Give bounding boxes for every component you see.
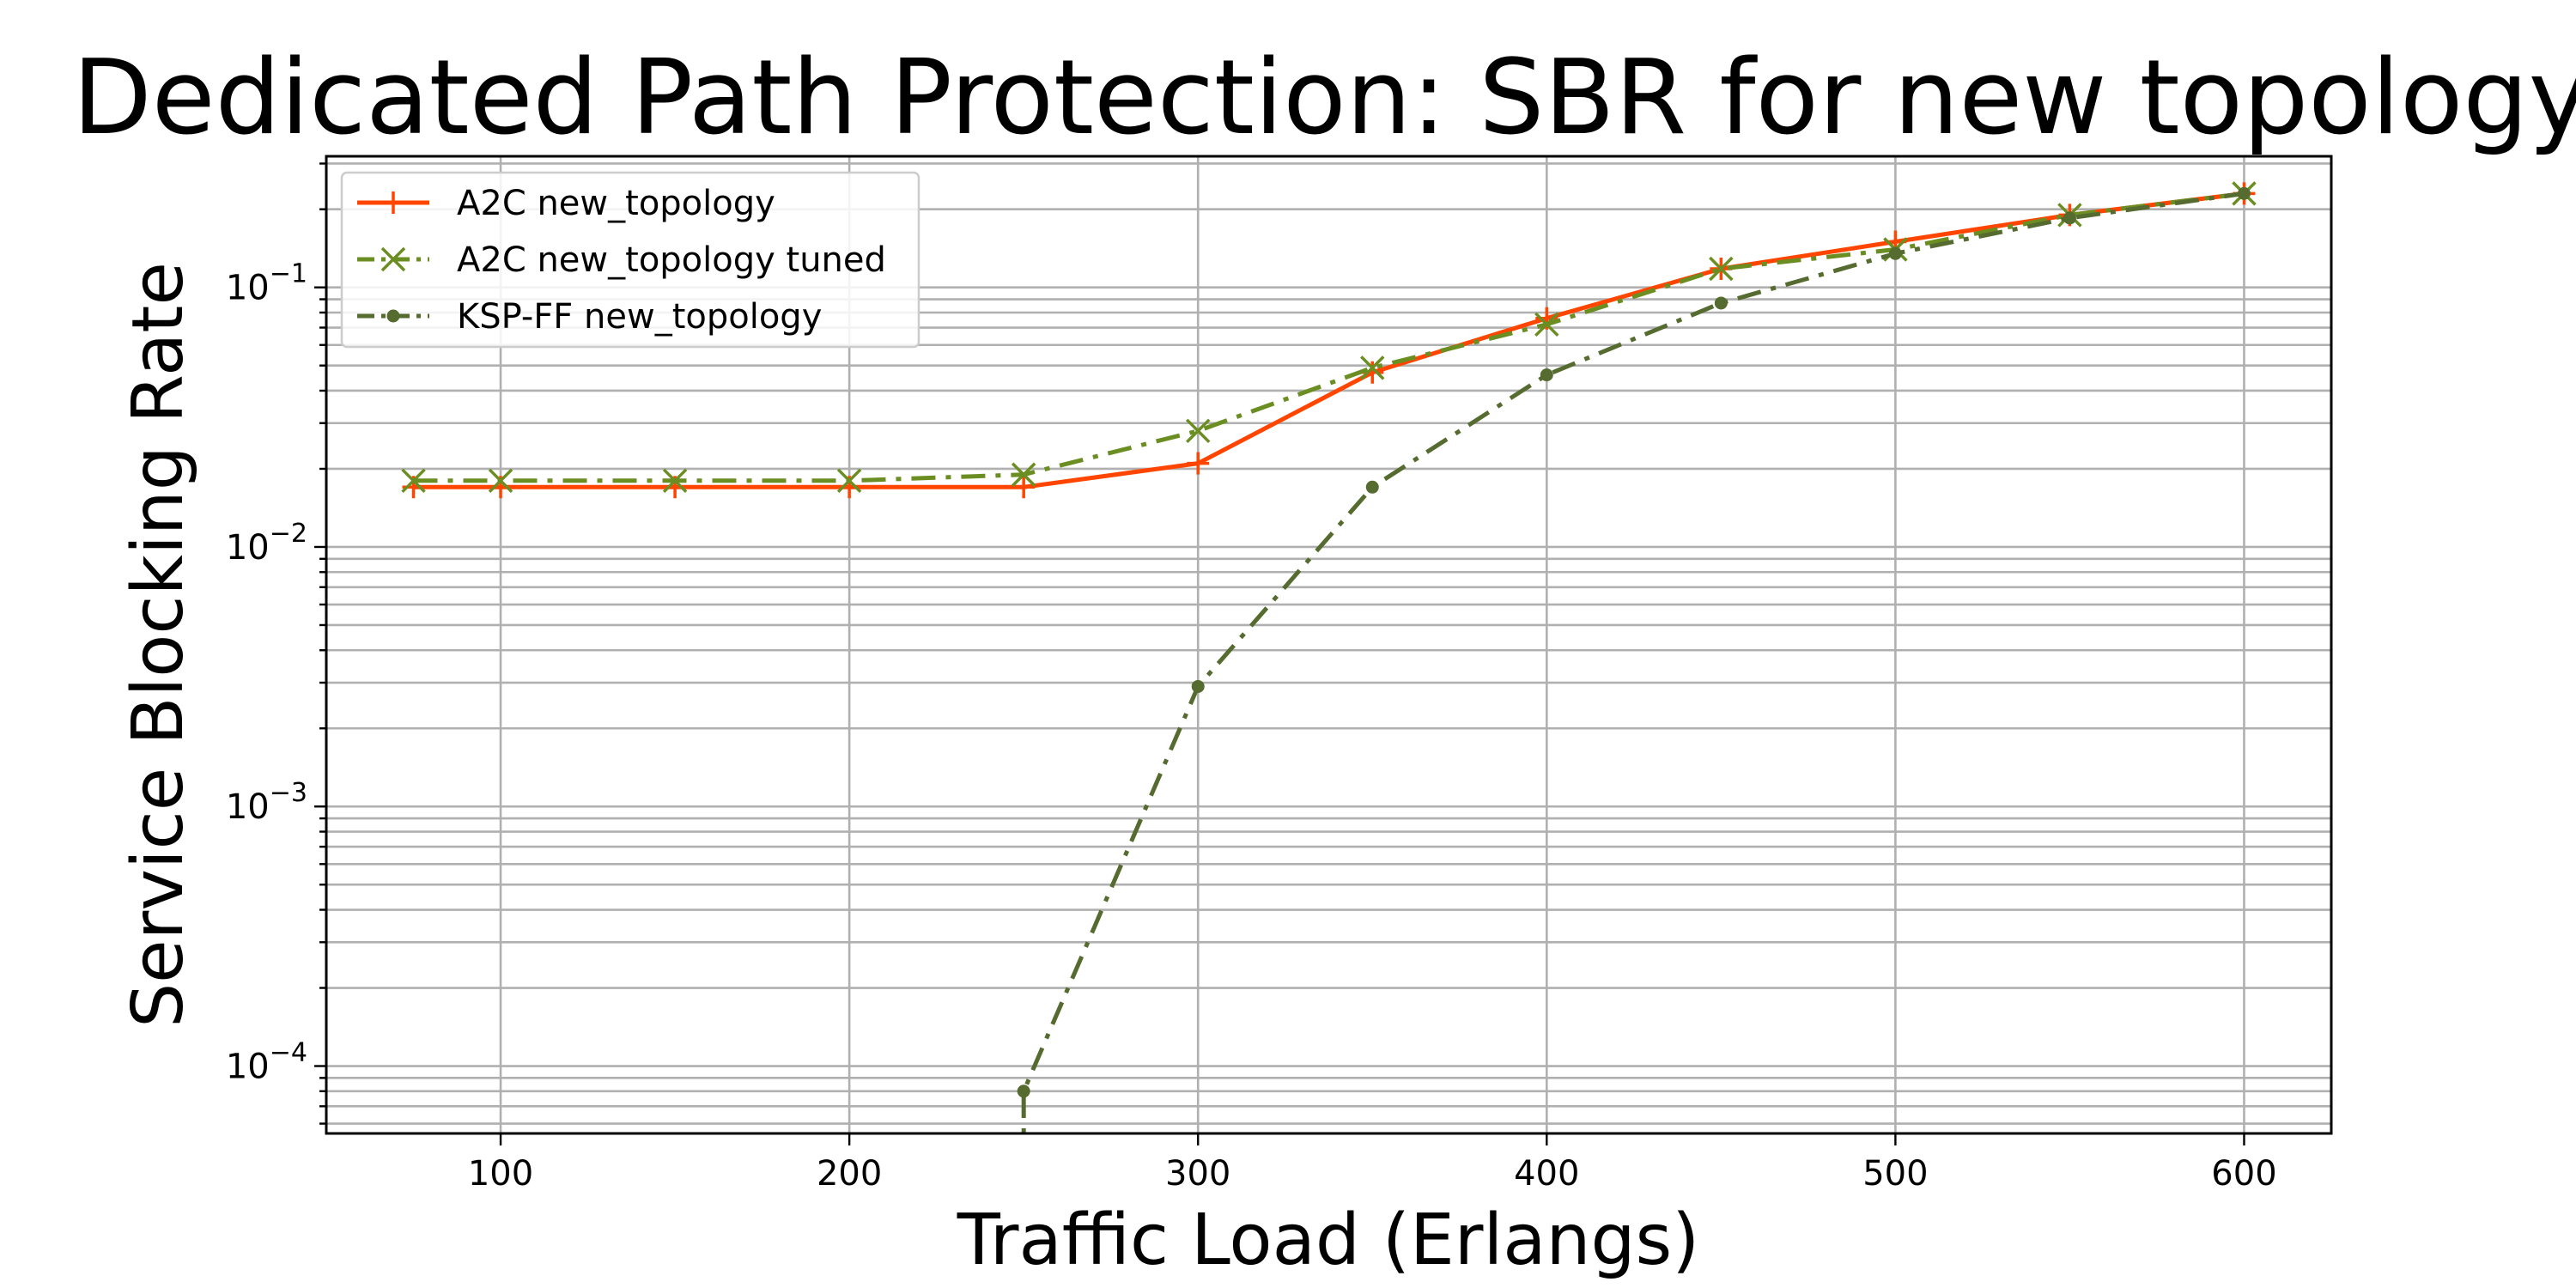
series-line [413, 191, 2245, 483]
data-point-marker [1017, 1084, 1030, 1098]
y-tick-label: 10−2 [226, 519, 307, 568]
data-point-marker [382, 191, 404, 214]
data-point-marker [1185, 418, 1211, 444]
series-1 [402, 182, 2256, 499]
data-point-marker [488, 468, 513, 494]
data-point-marker [1360, 355, 1385, 380]
x-tick-label: 600 [2211, 1154, 2276, 1194]
data-point-marker [1888, 246, 1902, 260]
legend-label: A2C new_topology tuned [457, 240, 886, 280]
data-point-marker [1534, 312, 1559, 337]
data-point-marker [380, 246, 406, 272]
x-tick-label: 200 [817, 1154, 882, 1194]
legend-entry: A2C new_topology tuned [357, 240, 886, 280]
axis-layer: 10−4 10−3 10−2 10−1 100 200 300 400 500 600 [226, 155, 2333, 1194]
legend-entry: A2C new_topology [357, 184, 775, 223]
y-tick-label: 10−3 [226, 778, 307, 827]
chart-title: Dedicated Path Protection: SBR for new t… [72, 39, 2576, 158]
data-point-marker [401, 468, 426, 494]
legend-label: KSP-FF new_topology [457, 297, 822, 337]
data-point-marker [2063, 211, 2076, 225]
x-axis-label: Traffic Load (Erlangs) [957, 1200, 1699, 1281]
series-line [1021, 191, 2245, 1133]
series-line [413, 191, 2245, 489]
x-tick-label: 500 [1862, 1154, 1928, 1194]
data-point-marker [1191, 679, 1205, 693]
y-tick-label: 10−4 [226, 1038, 307, 1087]
data-point-marker [2237, 186, 2251, 200]
y-tick-label: 10−1 [226, 259, 307, 308]
data-point-marker [1011, 462, 1036, 487]
series-3 [1017, 186, 2251, 1133]
series-2 [401, 181, 2257, 494]
legend-entry: KSP-FF new_topology [357, 297, 822, 337]
data-point-marker [836, 468, 862, 494]
data-point-marker [1714, 296, 1728, 310]
legend: A2C new_topology A2C new_topology tuned KS… [340, 171, 920, 349]
data-point-marker [1012, 476, 1036, 499]
y-axis-label: Service Blocking Rate [118, 262, 199, 1028]
data-point-marker [1365, 480, 1379, 494]
x-tick-label: 400 [1514, 1154, 1579, 1194]
data-point-marker [662, 468, 688, 494]
data-point-marker [1540, 368, 1553, 382]
data-point-marker [386, 309, 400, 323]
legend-box [340, 171, 920, 349]
grid-layer [326, 156, 2331, 1133]
legend-label: A2C new_topology [457, 184, 775, 223]
x-tick-label: 100 [468, 1154, 533, 1194]
data-point-marker [1187, 452, 1210, 475]
series-layer [401, 181, 2257, 1133]
plot-frame [325, 155, 2333, 1135]
x-tick-label: 300 [1165, 1154, 1230, 1194]
data-point-marker [1709, 256, 1734, 282]
